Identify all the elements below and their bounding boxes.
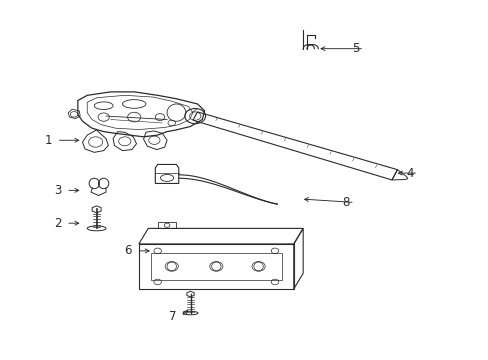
Text: 1: 1 (44, 134, 52, 147)
Text: 8: 8 (342, 196, 349, 209)
Text: 4: 4 (405, 167, 413, 180)
Text: 6: 6 (124, 244, 132, 257)
Text: 7: 7 (168, 310, 176, 323)
Text: 5: 5 (351, 42, 359, 55)
Text: 2: 2 (54, 217, 61, 230)
Text: 3: 3 (54, 184, 61, 197)
